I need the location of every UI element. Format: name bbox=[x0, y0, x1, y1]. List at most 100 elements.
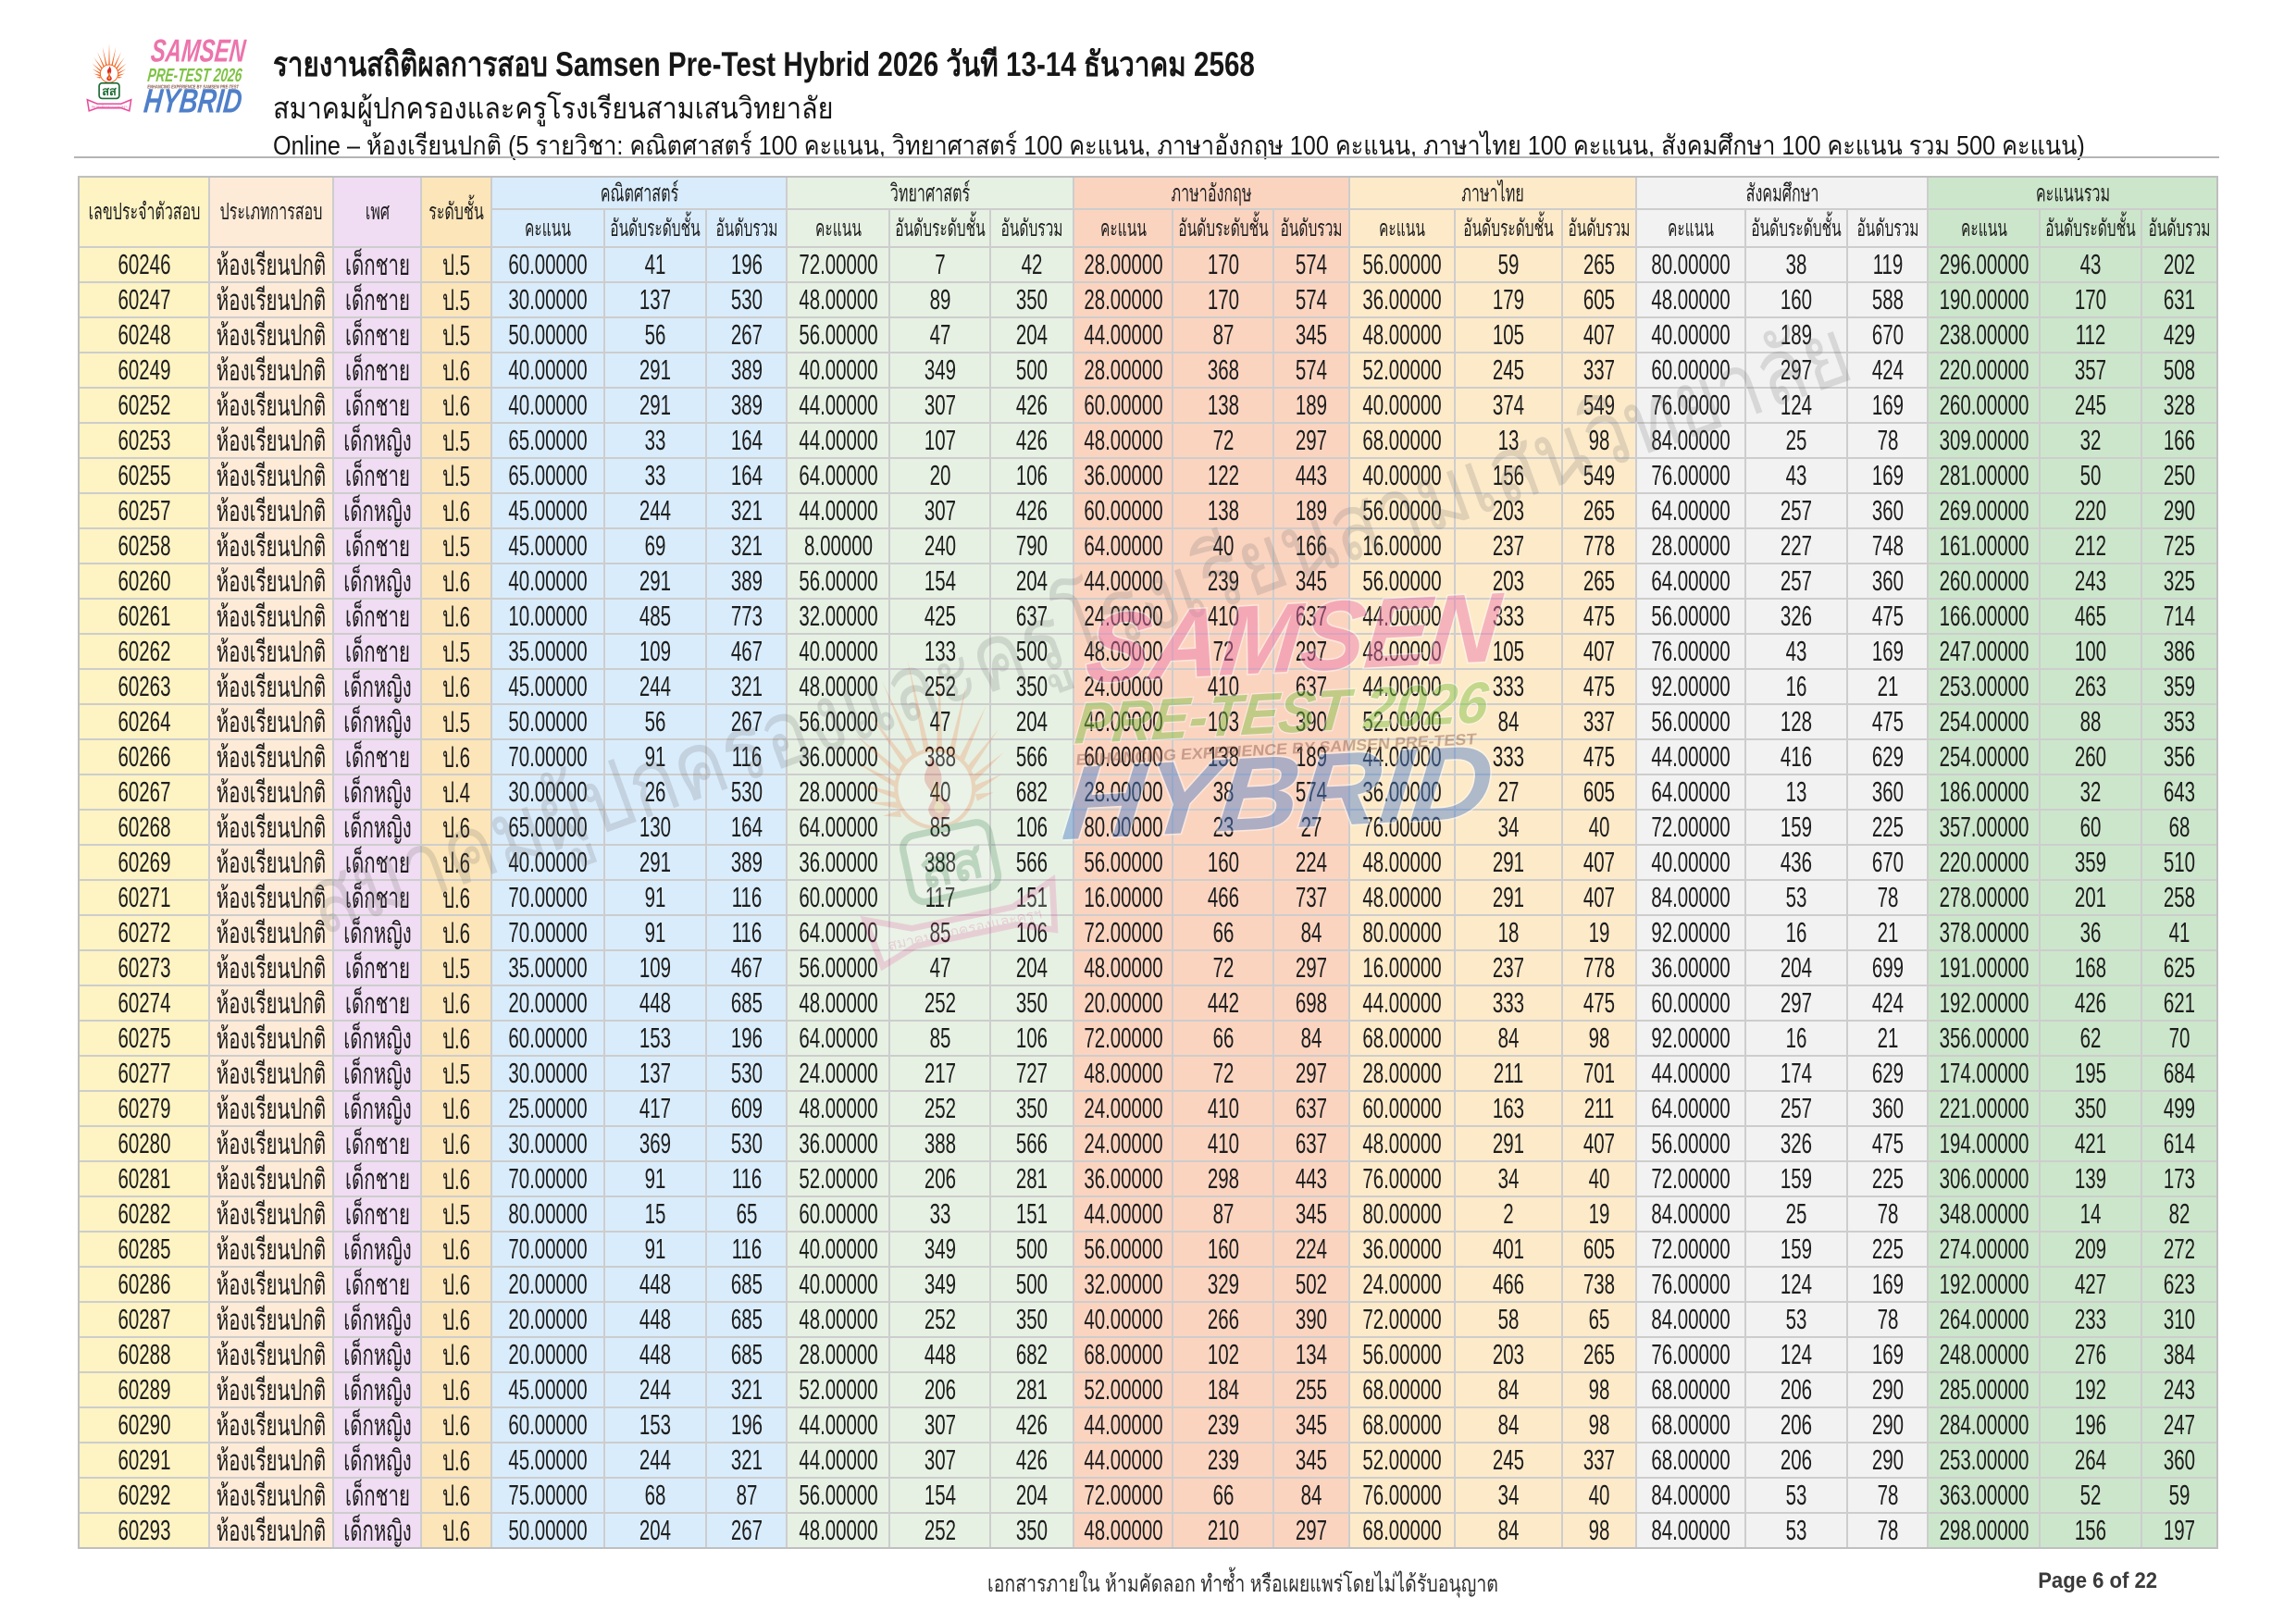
cell-score: 70.00000 bbox=[492, 881, 605, 916]
cell-gender: เด็กหญิง bbox=[334, 1338, 422, 1373]
cell-rank-grade-label: 297 bbox=[1781, 353, 1813, 386]
cell-rank-grade-label: 53 bbox=[1785, 1514, 1807, 1546]
cell-rank-grade: 388 bbox=[890, 740, 992, 775]
cell-rank-overall-label: 637 bbox=[1296, 600, 1328, 632]
cell-score: 60.00000 bbox=[788, 881, 891, 916]
cell-rank-overall-label: 350 bbox=[1015, 986, 1049, 1019]
cell-rank-overall-label: 321 bbox=[730, 670, 763, 702]
cell-grade-label: ป.6 bbox=[441, 847, 471, 879]
cell-rank-grade-label: 154 bbox=[924, 1479, 956, 1511]
cell-rank-grade-label: 88 bbox=[2079, 705, 2102, 737]
cell-score: 65.00000 bbox=[492, 459, 605, 494]
cell-score-label: 40.00000 bbox=[508, 353, 588, 386]
cell-rank-grade-label: 368 bbox=[1207, 353, 1239, 386]
cell-rank-grade: 466 bbox=[1456, 1268, 1564, 1303]
cell-rank-overall-label: 116 bbox=[731, 1162, 762, 1195]
cell-rank-overall: 21 bbox=[1848, 1022, 1930, 1057]
cell-rank-grade-label: 91 bbox=[644, 916, 666, 948]
cell-rank-grade: 84 bbox=[1456, 1408, 1564, 1443]
cell-score-label: 56.00000 bbox=[798, 951, 878, 984]
cell-rank-overall-label: 353 bbox=[2164, 705, 2196, 737]
cell-score: 56.00000 bbox=[788, 705, 891, 740]
cell-score-label: 64.00000 bbox=[798, 459, 878, 491]
cell-rank-overall: 643 bbox=[2142, 775, 2217, 811]
cell-rank-grade: 72 bbox=[1173, 635, 1275, 670]
cell-rank-overall-label: 778 bbox=[1583, 951, 1616, 984]
cell-rank-overall-label: 281 bbox=[1015, 1373, 1049, 1406]
cell-rank-overall: 19 bbox=[1563, 1197, 1638, 1233]
cell-score-label: 60.00000 bbox=[1083, 740, 1163, 773]
cell-rank-overall: 225 bbox=[1848, 1233, 1930, 1268]
cell-score: 48.00000 bbox=[1074, 1057, 1174, 1092]
cell-grade: ป.6 bbox=[422, 494, 492, 529]
cell-rank-grade: 263 bbox=[2041, 670, 2143, 705]
cell-score-label: 221.00000 bbox=[1939, 1092, 2029, 1124]
cell-score: 40.00000 bbox=[492, 353, 605, 389]
cell-score: 48.00000 bbox=[1074, 951, 1174, 986]
cell-score: 220.00000 bbox=[1929, 846, 2042, 881]
cell-rank-grade-label: 237 bbox=[1493, 951, 1525, 984]
cell-rank-overall-label: 360 bbox=[2164, 1443, 2196, 1476]
cell-grade-label: ป.5 bbox=[441, 460, 471, 492]
cell-rank-grade-label: 252 bbox=[924, 1514, 956, 1546]
cell-gender: เด็กชาย bbox=[334, 951, 422, 986]
cell-exam-id-label: 60281 bbox=[118, 1162, 170, 1195]
cell-grade-label: ป.5 bbox=[441, 952, 471, 985]
cell-score: 48.00000 bbox=[1074, 1514, 1174, 1547]
cell-rank-overall: 475 bbox=[1848, 600, 1930, 635]
cell-rank-grade: 85 bbox=[890, 1022, 992, 1057]
cell-rank-overall: 623 bbox=[2142, 1268, 2217, 1303]
cell-rank-grade: 448 bbox=[605, 1338, 707, 1373]
cell-rank-grade-label: 257 bbox=[1781, 494, 1813, 527]
cell-score-label: 56.00000 bbox=[798, 1479, 878, 1511]
cell-grade-label: ป.6 bbox=[441, 1304, 471, 1336]
cell-rank-overall: 778 bbox=[1563, 951, 1638, 986]
cell-exam-id-label: 60282 bbox=[118, 1197, 170, 1230]
cell-rank-overall: 169 bbox=[1848, 635, 1930, 670]
cell-exam-type-label: ห้องเรียนปกติ bbox=[216, 425, 327, 457]
cell-grade-label: ป.5 bbox=[441, 636, 471, 668]
cell-score-label: 48.00000 bbox=[798, 986, 878, 1019]
cell-score: 68.00000 bbox=[1350, 1022, 1457, 1057]
cell-rank-overall: 189 bbox=[1274, 389, 1351, 424]
cell-rank-overall: 574 bbox=[1274, 283, 1351, 318]
cell-rank-overall: 389 bbox=[707, 389, 788, 424]
cell-rank-overall-label: 682 bbox=[1015, 1338, 1049, 1370]
cell-rank-overall: 605 bbox=[1563, 1233, 1638, 1268]
cell-score-label: 60.00000 bbox=[798, 1197, 878, 1230]
cell-score-label: 72.00000 bbox=[1651, 1162, 1731, 1195]
cell-rank-overall-label: 467 bbox=[730, 951, 763, 984]
cell-gender: เด็กชาย bbox=[334, 740, 422, 775]
cell-rank-overall-label: 204 bbox=[1015, 1479, 1049, 1511]
cell-score: 260.00000 bbox=[1929, 389, 2042, 424]
cell-score: 60.00000 bbox=[492, 1408, 605, 1443]
cell-score-label: 20.00000 bbox=[1083, 986, 1163, 1019]
cell-rank-grade-label: 326 bbox=[1781, 600, 1813, 632]
cell-exam-type: ห้องเรียนปกติ bbox=[210, 986, 334, 1022]
cell-gender: เด็กชาย bbox=[334, 318, 422, 353]
cell-score-label: 70.00000 bbox=[508, 1162, 588, 1195]
cell-rank-overall-label: 778 bbox=[1583, 529, 1616, 562]
cell-rank-grade-label: 388 bbox=[924, 1127, 956, 1159]
sub-header-rank-overall: อันดับรวม bbox=[2142, 210, 2217, 248]
cell-rank-grade: 153 bbox=[605, 1408, 707, 1443]
cell-grade: ป.6 bbox=[422, 1092, 492, 1127]
cell-rank-overall: 353 bbox=[2142, 705, 2217, 740]
cell-score-label: 36.00000 bbox=[1362, 775, 1442, 808]
cell-gender-label: เด็กชาย bbox=[344, 249, 410, 281]
cell-exam-id: 60263 bbox=[80, 670, 210, 705]
cell-rank-grade-label: 25 bbox=[1785, 424, 1807, 456]
cell-exam-type-label: ห้องเรียนปกติ bbox=[216, 987, 327, 1020]
cell-score: 281.00000 bbox=[1929, 459, 2042, 494]
cell-exam-type: ห้องเรียนปกติ bbox=[210, 1443, 334, 1479]
table-row: 60253 ห้องเรียนปกติ เด็กหญิง ป.5 65.00000 33 1… bbox=[80, 424, 2217, 459]
cell-score-label: 44.00000 bbox=[1083, 564, 1163, 597]
cell-rank-overall-label: 426 bbox=[1015, 389, 1049, 421]
cell-score: 64.00000 bbox=[788, 459, 891, 494]
cell-rank-grade: 33 bbox=[890, 1197, 992, 1233]
cell-rank-overall: 173 bbox=[2142, 1162, 2217, 1197]
cell-score-label: 20.00000 bbox=[508, 986, 588, 1019]
cell-rank-grade-label: 357 bbox=[2075, 353, 2107, 386]
cell-score-label: 68.00000 bbox=[1651, 1373, 1731, 1406]
cell-rank-overall-label: 407 bbox=[1583, 881, 1616, 913]
